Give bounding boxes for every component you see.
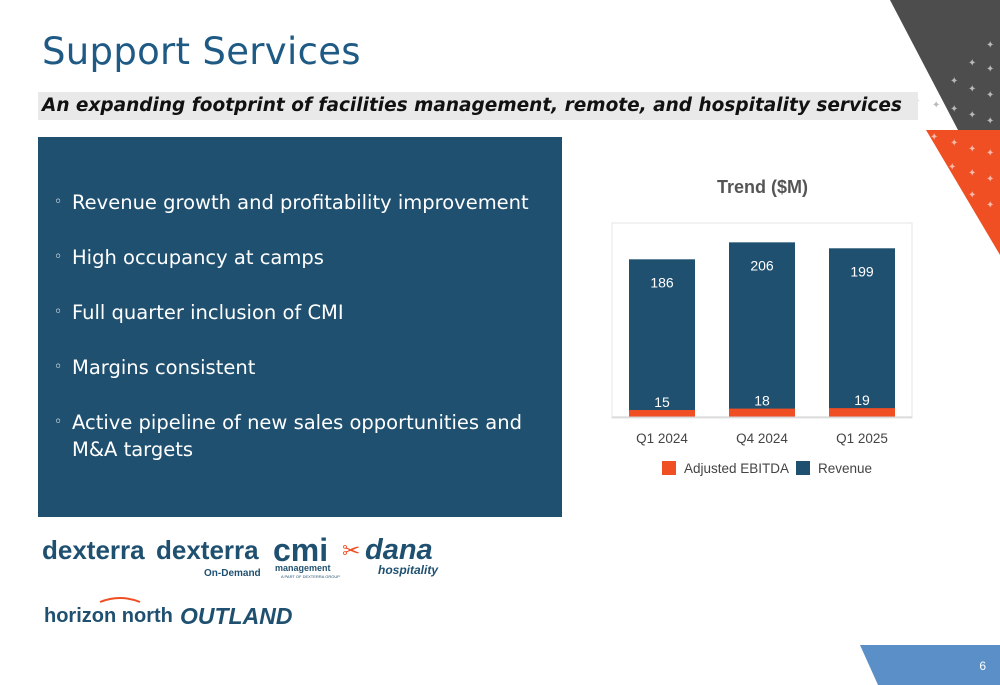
svg-text:✦: ✦ xyxy=(968,84,976,95)
bar-revenue xyxy=(629,259,695,417)
bullet-text: Full quarter inclusion of CMI xyxy=(72,301,344,324)
cmi-tag: A PART OF DEXTERRA GROUP xyxy=(281,574,340,579)
horizon-arc xyxy=(99,597,141,603)
cmi-sub: management xyxy=(275,563,331,573)
data-label-revenue: 206 xyxy=(750,257,774,273)
horizon-north-logo: horizon north xyxy=(44,605,173,627)
bullet-item: ◦ Full quarter inclusion of CMI xyxy=(54,299,559,326)
dexterra-ondemand-logo: dexterra xyxy=(156,535,259,565)
highlights-panel: ◦ Revenue growth and profitability improv… xyxy=(38,137,562,517)
legend-swatch-revenue xyxy=(796,461,810,475)
page-number-tab xyxy=(860,645,1000,685)
highlights-list: ◦ Revenue growth and profitability improv… xyxy=(54,189,559,491)
bar-revenue xyxy=(829,248,895,417)
bullet-marker: ◦ xyxy=(54,414,63,430)
bullet-marker: ◦ xyxy=(54,249,63,265)
svg-text:✦: ✦ xyxy=(986,40,994,51)
svg-text:✦: ✦ xyxy=(932,100,940,111)
page-subtitle: An expanding footprint of facilities man… xyxy=(42,95,902,116)
bar-adjusted-ebitda xyxy=(729,408,795,417)
svg-text:✦: ✦ xyxy=(948,162,956,173)
x-tick-label: Q1 2024 xyxy=(636,431,688,446)
dexterra-logo: dexterra xyxy=(42,535,145,565)
page-title: Support Services xyxy=(42,30,361,73)
x-tick-label: Q4 2024 xyxy=(736,431,788,446)
bullet-text: Margins consistent xyxy=(72,356,256,379)
legend-swatch-ebitda xyxy=(662,461,676,475)
svg-text:✦: ✦ xyxy=(986,174,994,185)
brand-logos: dexterra dexterra On-Demand cmi manageme… xyxy=(42,532,439,629)
svg-text:✦: ✦ xyxy=(986,116,994,127)
svg-text:✦: ✦ xyxy=(986,148,994,159)
bullet-item: ◦ Revenue growth and profitability improv… xyxy=(54,189,559,216)
utensils-icon: ✂ xyxy=(342,539,360,564)
page-number: 6 xyxy=(979,659,986,673)
data-label-ebitda: 15 xyxy=(654,394,670,410)
dana-sub: hospitality xyxy=(378,563,439,577)
ondemand-tag: On-Demand xyxy=(204,568,261,579)
subtitle-background xyxy=(38,92,918,120)
bullet-marker: ◦ xyxy=(54,304,63,320)
dana-logo: dana xyxy=(365,534,433,566)
svg-text:✦: ✦ xyxy=(986,64,994,75)
svg-text:✦: ✦ xyxy=(986,200,994,211)
svg-text:✦: ✦ xyxy=(968,168,976,179)
bullet-item: ◦ High occupancy at camps xyxy=(54,244,559,271)
trend-chart: 186 15 Q1 2024 206 18 Q4 2024 199 19 Q1 2025 Adju… xyxy=(611,222,913,476)
bar-revenue xyxy=(729,242,795,417)
svg-text:✦: ✦ xyxy=(950,138,958,149)
svg-text:✦: ✦ xyxy=(930,132,938,143)
corner-decoration: ✦✦✦ ✦✦✦ ✦✦✦ ✦✦✦ ✦✦✦ ✦✦✦ ✦✦✦ xyxy=(890,0,1000,255)
data-label-ebitda: 18 xyxy=(754,393,770,409)
chart-title: Trend ($M) xyxy=(716,177,808,197)
outland-logo: OUTLAND xyxy=(180,603,292,629)
cmi-logo: cmi xyxy=(273,532,328,568)
bullet-item: ◦ Margins consistent xyxy=(54,354,559,381)
svg-text:✦: ✦ xyxy=(986,90,994,101)
data-label-ebitda: 19 xyxy=(854,392,870,408)
svg-text:✦: ✦ xyxy=(950,76,958,87)
bar-adjusted-ebitda xyxy=(629,410,695,417)
svg-text:✦: ✦ xyxy=(968,110,976,121)
legend-label-revenue: Revenue xyxy=(818,461,872,476)
bullet-marker: ◦ xyxy=(54,359,63,375)
bullet-item: ◦ Active pipeline of new sales opportunit… xyxy=(54,409,559,463)
data-label-revenue: 186 xyxy=(650,274,674,290)
svg-text:✦: ✦ xyxy=(968,190,976,201)
x-tick-label: Q1 2025 xyxy=(836,431,888,446)
legend-label-ebitda: Adjusted EBITDA xyxy=(684,461,789,476)
bar-adjusted-ebitda xyxy=(829,408,895,417)
bullet-text: High occupancy at camps xyxy=(72,246,324,269)
bullet-text: Revenue growth and profitability improve… xyxy=(72,191,529,214)
bullet-marker: ◦ xyxy=(54,194,63,210)
data-label-revenue: 199 xyxy=(850,263,874,279)
bullet-text: Active pipeline of new sales opportuniti… xyxy=(72,411,522,461)
svg-text:✦: ✦ xyxy=(968,58,976,69)
svg-text:✦: ✦ xyxy=(968,144,976,155)
svg-text:✦: ✦ xyxy=(950,104,958,115)
